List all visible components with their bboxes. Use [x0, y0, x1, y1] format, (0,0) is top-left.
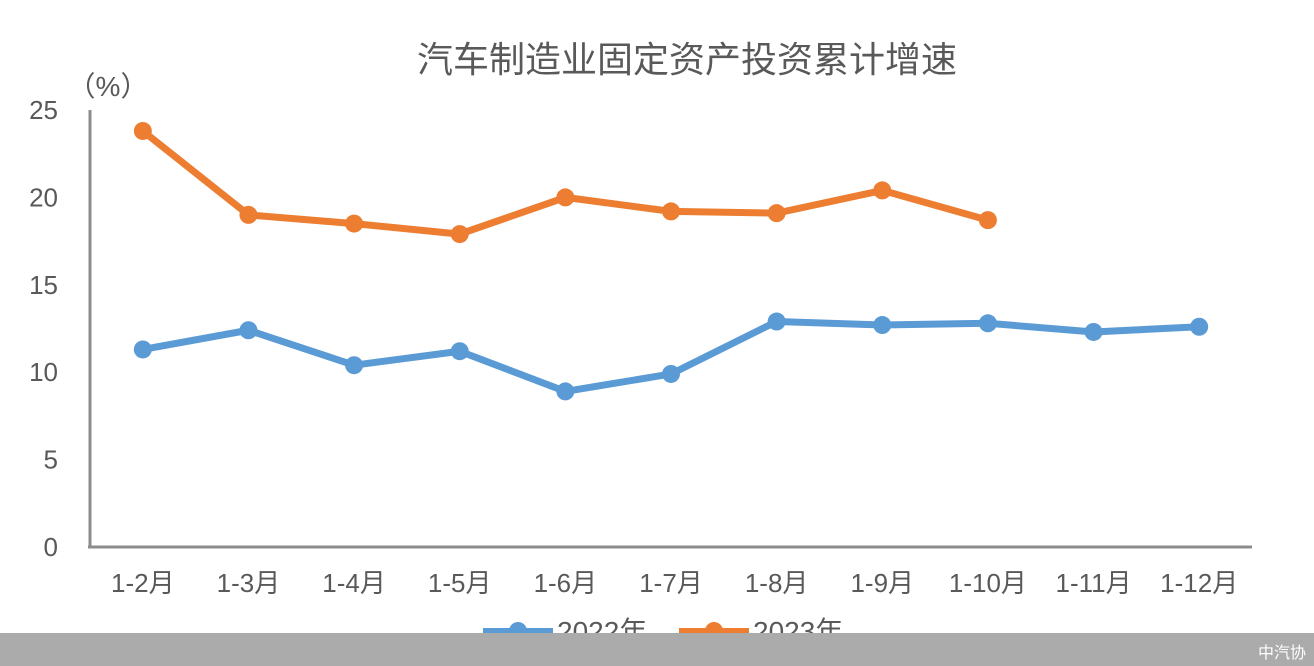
- series-0: [133, 312, 1209, 401]
- x-tick-label: 1-2月: [111, 568, 175, 598]
- x-tick-label: 1-6月: [534, 568, 598, 598]
- data-point: [767, 204, 786, 223]
- legend-swatch-marker: [705, 622, 723, 633]
- y-axis-unit-label: （%）: [68, 71, 149, 102]
- x-tick-labels: 1-2月 1-3月 1-4月 1-5月 1-6月 1-7月 1-8月 1-9月 1-10月 1-1…: [111, 568, 1238, 598]
- y-tick-label: 5: [44, 445, 58, 475]
- y-tick-label: 25: [29, 95, 58, 125]
- footer-bar: 中汽协: [0, 633, 1314, 666]
- data-point: [133, 340, 152, 359]
- data-point: [662, 364, 680, 383]
- y-tick-label: 10: [29, 357, 58, 387]
- watermark: 中汽协: [1257, 643, 1306, 662]
- legend: 2022年 2023年: [483, 616, 843, 633]
- data-point: [345, 356, 364, 375]
- x-tick-label: 1-9月: [850, 568, 914, 598]
- data-point: [873, 316, 892, 335]
- data-point: [978, 314, 997, 333]
- data-point: [345, 214, 364, 233]
- data-point: [239, 205, 258, 224]
- x-tick-label: 1-12月: [1160, 568, 1238, 598]
- x-tick-label: 1-11月: [1055, 568, 1131, 598]
- data-point: [556, 188, 575, 207]
- series-line: [139, 127, 992, 238]
- y-tick-label: 20: [29, 182, 58, 212]
- chart-title: 汽车制造业固定资产投资累计增速: [417, 39, 957, 80]
- y-tick-labels: 0 5 10 15 20 25: [29, 95, 58, 562]
- legend-label: 2022年: [557, 616, 647, 633]
- series-1: [133, 121, 997, 244]
- data-point: [450, 225, 469, 244]
- x-tick-label: 1-4月: [322, 568, 386, 598]
- data-point: [978, 211, 997, 230]
- series-layer: [133, 121, 1209, 401]
- x-tick-label: 1-8月: [745, 568, 809, 598]
- data-point: [767, 312, 786, 331]
- data-point: [1084, 322, 1103, 341]
- y-tick-label: 15: [29, 270, 58, 300]
- data-point: [450, 342, 469, 361]
- x-tick-label: 1-3月: [217, 568, 281, 598]
- y-tick-label: 0: [44, 532, 58, 562]
- legend-swatch-marker: [509, 622, 527, 633]
- data-point: [556, 382, 575, 401]
- data-point: [662, 202, 680, 221]
- data-point: [133, 121, 152, 140]
- data-point: [873, 181, 892, 200]
- legend-label: 2023年: [753, 616, 843, 633]
- x-tick-label: 1-7月: [639, 568, 703, 598]
- x-tick-label: 1-5月: [428, 568, 492, 598]
- data-point: [239, 321, 258, 340]
- x-tick-label: 1-10月: [949, 568, 1027, 598]
- data-point: [1190, 317, 1209, 336]
